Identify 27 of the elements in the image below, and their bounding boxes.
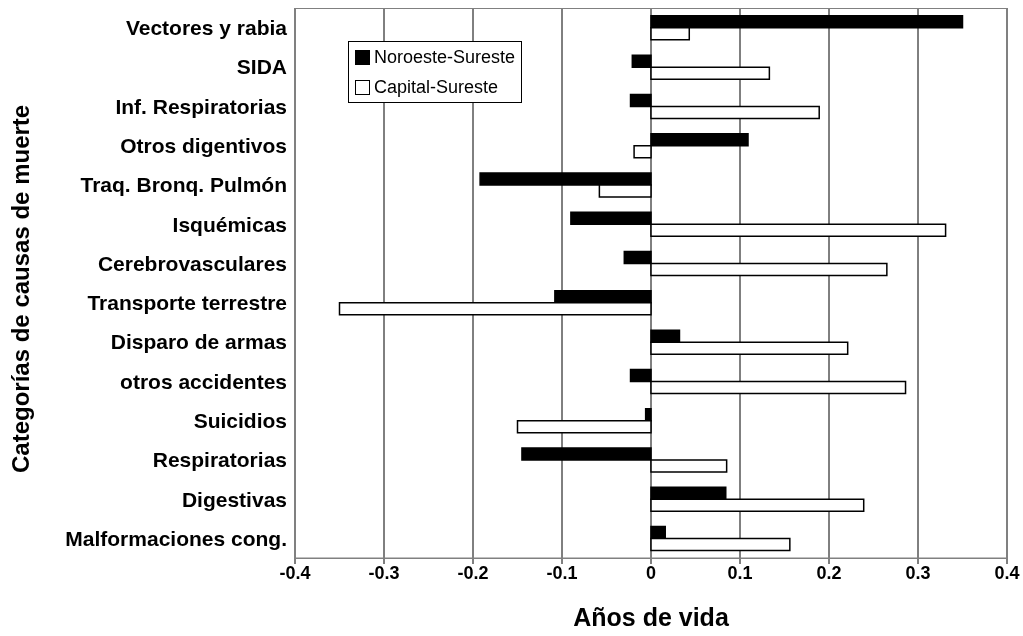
y-tick-label: Inf. Respiratorias [115, 94, 287, 118]
y-tick-label: Disparo de armas [110, 330, 287, 354]
y-tick-label: Transporte terrestre [87, 291, 287, 315]
x-tick-label: -0.1 [546, 562, 578, 583]
x-tick-label: -0.4 [279, 562, 311, 583]
y-tick-label: Malformaciones cong. [65, 526, 287, 550]
y-tick-label: Cerebrovasculares [97, 251, 287, 275]
y-tick-label: SIDA [236, 55, 287, 79]
x-tick-label: 0.4 [994, 562, 1020, 583]
y-tick-label: Traq. Bronq. Pulmón [80, 173, 287, 197]
x-axis-title: Años de vida [573, 603, 730, 631]
y-tick-label: Vectores y rabia [125, 16, 288, 40]
y-tick-label: Digestivas [181, 487, 287, 511]
legend-label: Capital-Sureste [374, 76, 499, 99]
y-tick-label: Isquémicas [172, 212, 287, 236]
y-tick-label: Respiratorias [152, 448, 287, 472]
x-tick-label: 0 [645, 562, 657, 583]
y-tick-label: otros accidentes [120, 369, 287, 393]
x-tick-label: 0.2 [816, 562, 842, 583]
legend-label: Noroeste-Sureste [374, 46, 516, 69]
x-tick-label: 0.1 [727, 562, 753, 583]
y-tick-label: Otros digentivos [120, 133, 287, 157]
y-axis-title: Categorías de causas de muerte [6, 104, 34, 473]
x-tick-label: 0.3 [905, 562, 931, 583]
x-tick-label: -0.2 [457, 562, 489, 583]
x-tick-label: -0.3 [368, 562, 400, 583]
y-tick-label: Suicidios [193, 408, 287, 432]
